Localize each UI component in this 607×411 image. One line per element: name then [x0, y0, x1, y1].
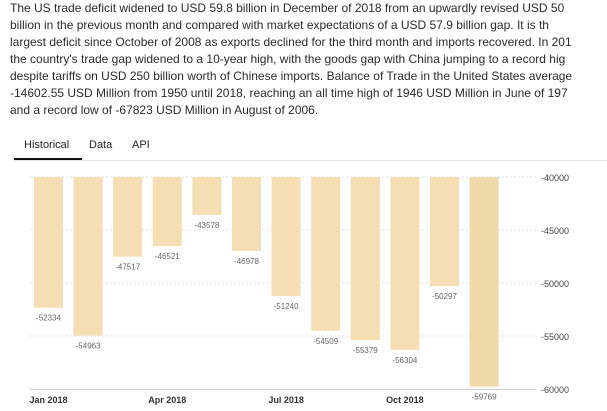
y-tick-label: -45000	[541, 226, 569, 236]
bar-value-label: -59769	[472, 393, 497, 402]
description-line: -14602.55 USD Million from 1950 until 20…	[10, 86, 568, 100]
bar-value-label: -50297	[432, 292, 457, 301]
tab-data[interactable]: Data	[89, 139, 113, 151]
bar-value-label: -52334	[36, 314, 61, 323]
chart-bar	[390, 177, 420, 350]
chart-bar	[271, 177, 301, 297]
bar-value-label: -56304	[392, 356, 417, 365]
chart-bar	[113, 177, 143, 257]
bar-value-label: -54963	[76, 342, 101, 351]
chart-bar	[73, 177, 103, 336]
chart-bar	[311, 177, 341, 331]
bar-value-label: -46978	[234, 257, 259, 266]
chart-bar	[34, 177, 63, 308]
active-tab-indicator	[14, 158, 82, 160]
y-tick-label: -55000	[541, 332, 569, 342]
chart-bar	[192, 177, 222, 215]
chart-bar	[232, 177, 261, 251]
bar-value-label: -51240	[274, 302, 299, 311]
description-line: the country's trade gap widened to a 10-…	[10, 52, 566, 66]
chart-bar	[430, 177, 459, 287]
chart-bar	[350, 177, 380, 341]
bar-value-label: -55379	[353, 346, 378, 355]
tab-historical[interactable]: Historical	[24, 139, 70, 151]
x-tick-label: Oct 2018	[386, 395, 424, 405]
description-line: and a record low of -67823 USD Million i…	[10, 103, 319, 117]
bar-value-label: -46521	[155, 252, 180, 261]
description-paragraph: The US trade deficit widened to USD 59.8…	[10, 0, 607, 119]
bar-value-label: -47517	[115, 263, 140, 272]
description-line: billion in the previous month and compar…	[10, 18, 549, 32]
x-tick-label: Jul 2018	[268, 395, 304, 405]
description-line: The US trade deficit widened to USD 59.8…	[10, 1, 565, 15]
bar-value-label: -43578	[194, 221, 219, 230]
y-tick-label: -40000	[541, 173, 569, 183]
y-tick-label: -50000	[541, 279, 569, 289]
chart-bar	[152, 177, 182, 247]
tabs-divider	[14, 160, 607, 161]
description-line: largest deficit since October of 2008 as…	[10, 35, 572, 49]
bar-value-label: -54509	[313, 337, 338, 346]
chart-bar	[469, 177, 499, 387]
x-tick-label: Apr 2018	[148, 395, 186, 405]
description-line: despite tariffs on USD 250 billion worth…	[10, 69, 573, 83]
tab-api[interactable]: API	[132, 139, 150, 151]
y-tick-label: -60000	[541, 385, 569, 395]
x-tick-label: Jan 2018	[29, 395, 67, 405]
